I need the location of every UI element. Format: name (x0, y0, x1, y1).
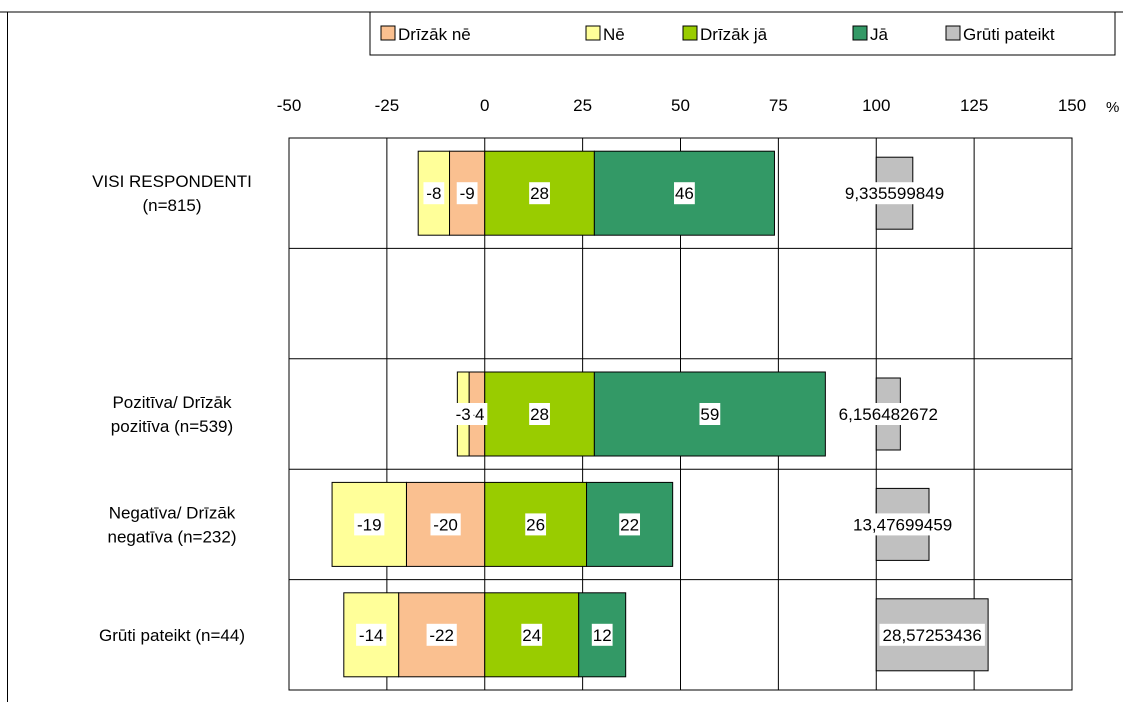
bar-ne (343, 592, 400, 678)
data-label: 6,156482672 (839, 405, 938, 424)
data-labels: -9-8 28 46 9,335599849-4-3 28 59 6,156482672-2… (354, 182, 985, 646)
data-label: -19 (357, 515, 382, 534)
data-label-bg (430, 513, 461, 536)
data-label: 59 (700, 405, 719, 424)
data-label: 12 (593, 626, 612, 645)
category-label: VISI RESPONDENTI (92, 172, 252, 191)
data-label: 28 (530, 405, 549, 424)
data-label-bg (525, 513, 547, 536)
category-label: Negatīva/ Drīzāk (109, 503, 236, 522)
data-label: 26 (526, 515, 545, 534)
data-label: 28,57253436 (883, 626, 982, 645)
legend-swatch-drizak-ja (682, 25, 698, 41)
data-label: -3 (456, 405, 471, 424)
data-label-bg (529, 403, 550, 425)
data-label-bg (699, 403, 721, 425)
data-label-bg (835, 403, 942, 425)
data-label-bg (591, 623, 613, 646)
data-label-bg (674, 182, 695, 205)
category-label: negatīva (n=232) (107, 527, 236, 546)
legend-swatch-gruti-pateikt (945, 25, 961, 41)
tick-label: 50 (671, 96, 690, 115)
category-label: Pozitīva/ Drīzāk (112, 393, 232, 412)
legend-label: Grūti pateikt (963, 25, 1055, 44)
data-label: -22 (429, 626, 454, 645)
data-label-bg (452, 403, 474, 425)
data-label: 46 (675, 184, 694, 203)
data-label-bg (619, 513, 641, 536)
tick-label: -25 (375, 96, 400, 115)
tick-label: 0 (480, 96, 489, 115)
category-labels: VISI RESPONDENTI (n=815) Pozitīva/ Drīzāk p… (92, 172, 252, 645)
data-label-bg (456, 182, 478, 205)
tick-label: 100 (862, 96, 890, 115)
data-label: -8 (426, 184, 441, 203)
tick-label: 125 (960, 96, 988, 115)
data-label: -14 (359, 626, 384, 645)
tick-label: 25 (573, 96, 592, 115)
unit-label: % (1106, 99, 1119, 116)
data-label: 24 (522, 626, 541, 645)
x-axis-ticks: -50 -25 0 25 50 75 100 125 150 (277, 96, 1086, 115)
data-label-bg (841, 182, 948, 205)
legend-swatch-ne (585, 25, 601, 41)
tick-label: 150 (1058, 96, 1086, 115)
data-label: 28 (530, 184, 549, 203)
legend-label: Drīzāk nē (398, 25, 471, 44)
category-label: (n=815) (142, 196, 201, 215)
plot-area-border (288, 137, 1073, 691)
data-label-bg (529, 182, 550, 205)
data-label-bg (354, 513, 385, 536)
legend-swatch-drizak-ne (380, 25, 396, 41)
data-label-bg (426, 623, 457, 646)
data-label: 22 (620, 515, 639, 534)
data-label-bg (879, 623, 985, 646)
legend: Drīzāk nē Nē Drīzāk jā Jā Grūti pateikt (369, 11, 1116, 56)
legend-swatch-ja (852, 25, 868, 41)
legend-label: Drīzāk jā (700, 25, 768, 44)
tick-label: -50 (277, 96, 302, 115)
data-label: -20 (433, 515, 458, 534)
data-label-bg (356, 623, 387, 646)
legend-label: Jā (870, 25, 889, 44)
data-label-bg (423, 182, 445, 205)
data-label-bg (521, 623, 543, 646)
legend-box (369, 11, 1116, 56)
data-label: -9 (460, 184, 475, 203)
data-label-bg (849, 513, 956, 536)
data-label: 9,335599849 (845, 184, 944, 203)
data-label: 13,47699459 (853, 515, 952, 534)
category-label: pozitīva (n=539) (111, 417, 233, 436)
category-label: Grūti pateikt (n=44) (99, 626, 245, 645)
legend-label: Nē (603, 25, 625, 44)
tick-label: 75 (769, 96, 788, 115)
